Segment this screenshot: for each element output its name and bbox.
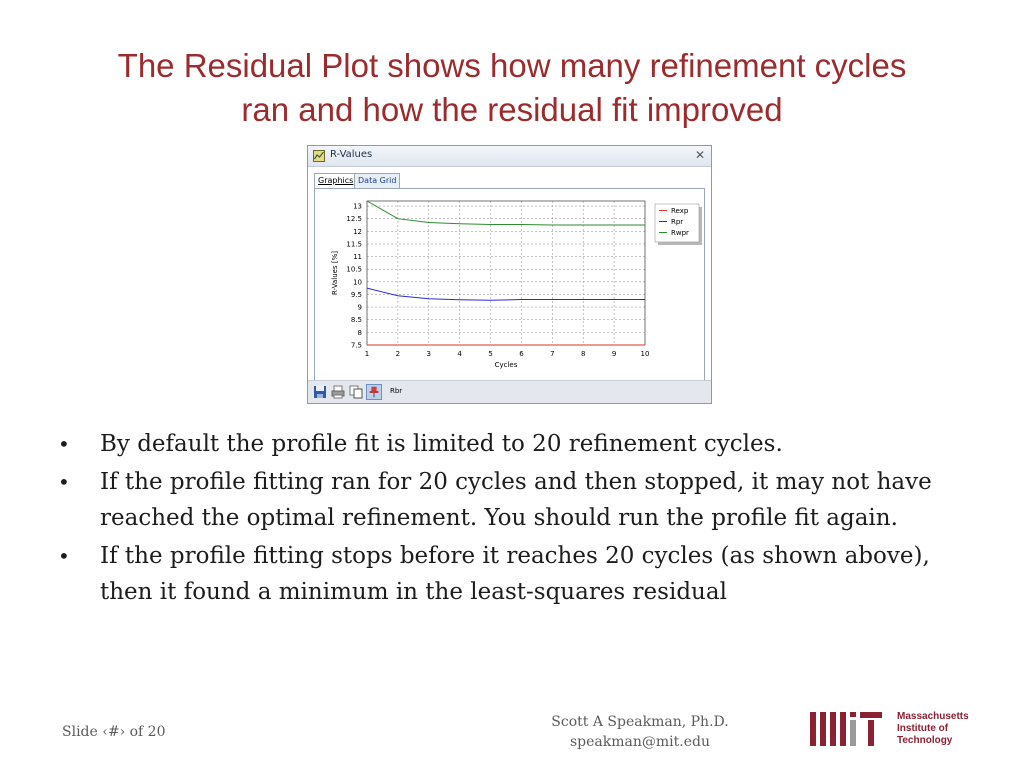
bullet-marker: • (58, 432, 70, 456)
r-values-chart: 1 2 3 4 5 6 7 8 9 107.588.599.51010.51111.51212.5… (331, 200, 702, 369)
plot-area (366, 200, 646, 346)
copy-icon[interactable] (348, 384, 364, 400)
x-tick-label: 2 (396, 350, 400, 358)
bullet-text: By default the profile fit is limited to… (100, 431, 783, 457)
y-axis-label: R-Values [%] (331, 251, 339, 295)
y-tick-label: 9 (358, 304, 362, 312)
mit-logo-text: Massachusetts Institute of Technology (897, 711, 969, 747)
window-toolbar: Rbr (308, 380, 711, 403)
author-email: speakman@mit.edu (570, 734, 710, 750)
legend-label: Rpr (671, 218, 683, 226)
bullet-text: If the profile fitting stops before it r… (100, 543, 930, 605)
y-tick-label: 13 (353, 203, 362, 211)
window-title: R-Values (330, 149, 373, 160)
tab-data-grid[interactable]: Data Grid (354, 173, 401, 189)
bullet-list: • By default the profile fit is limited … (58, 426, 978, 612)
bullet-item: • If the profile fitting stops before it… (58, 538, 978, 610)
bullet-marker: • (58, 470, 70, 494)
bullet-item: • By default the profile fit is limited … (58, 426, 978, 462)
y-tick-label: 10.5 (346, 266, 362, 274)
print-icon[interactable] (330, 384, 346, 400)
x-tick-label: 7 (550, 350, 554, 358)
y-tick-label: 10 (353, 278, 362, 286)
bullet-item: • If the profile fitting ran for 20 cycl… (58, 464, 978, 536)
y-tick-label: 9.5 (351, 291, 362, 299)
x-tick-label: 4 (457, 350, 462, 358)
y-tick-label: 11.5 (346, 240, 362, 248)
logo-line-2: Institute of (897, 723, 949, 734)
graphics-panel: 1 2 3 4 5 6 7 8 9 10 7.5 8 8.5 9 9.5 10 10.5 11 11.5 12 12.5… (314, 188, 705, 381)
tab-graphics[interactable]: Graphics (314, 173, 358, 189)
series-line-rpr (366, 287, 645, 301)
toolbar-label: Rbr (390, 387, 403, 395)
x-tick-label: 1 (365, 350, 369, 358)
x-axis-label: Cycles (495, 361, 518, 369)
pin-icon[interactable] (366, 384, 382, 400)
x-tick-label: 3 (427, 350, 431, 358)
y-tick-label: 12 (353, 228, 362, 236)
y-tick-label: 11 (353, 253, 362, 261)
mit-logo-icon (810, 712, 882, 746)
series-line-rwpr (366, 200, 645, 226)
x-tick-label: 10 (641, 350, 650, 358)
y-tick-label: 8.5 (351, 316, 362, 324)
window-titlebar: R-Values ✕ (308, 146, 711, 167)
slide-title: The Residual Plot shows how many refinem… (40, 44, 984, 132)
y-tick-label: 12.5 (346, 215, 362, 223)
slide-number: Slide ‹#› of 20 (62, 724, 166, 740)
r-values-app-icon (313, 150, 325, 162)
legend-label: Rwpr (671, 229, 689, 237)
y-tick-label: 7.5 (351, 342, 362, 350)
bullet-text: If the profile fitting ran for 20 cycles… (100, 469, 932, 531)
y-tick-label: 8 (358, 329, 362, 337)
x-tick-label: 6 (519, 350, 524, 358)
legend-label: Rexp (671, 207, 689, 215)
slide-title-line-1: The Residual Plot shows how many refinem… (117, 47, 907, 84)
logo-line-1: Massachusetts (897, 711, 969, 722)
x-tick-label: 8 (581, 350, 585, 358)
slide-title-line-2: ran and how the residual fit improved (241, 91, 783, 128)
close-icon[interactable]: ✕ (694, 148, 705, 162)
x-tick-label: 5 (488, 350, 492, 358)
bullet-marker: • (58, 544, 70, 568)
save-icon[interactable] (312, 384, 328, 400)
x-tick-label: 9 (612, 350, 616, 358)
author-info: Scott A Speakman, Ph.D. speakman@mit.edu (510, 712, 770, 752)
author-name: Scott A Speakman, Ph.D. (551, 714, 729, 730)
logo-line-3: Technology (897, 735, 953, 746)
